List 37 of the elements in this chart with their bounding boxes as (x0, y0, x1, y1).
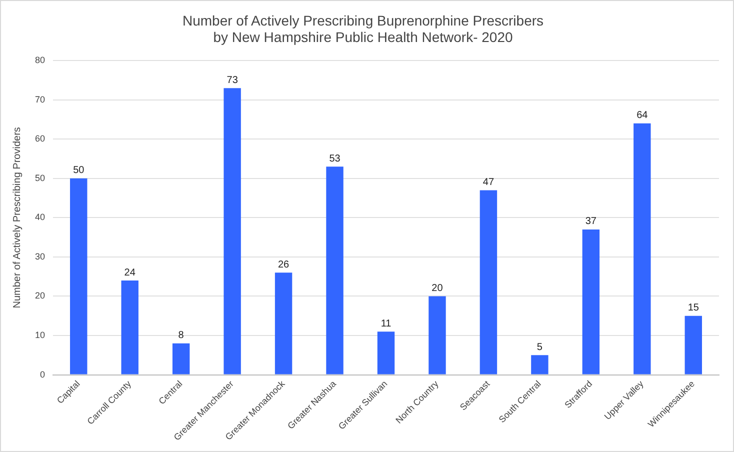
data-label: 47 (482, 176, 494, 188)
bar (70, 178, 88, 374)
chart-title: Number of Actively Prescribing Buprenorphine Prescribers by New Hampshire Public Health Network- 2020 (182, 12, 544, 46)
bar (326, 166, 344, 374)
bar (224, 88, 241, 374)
data-label: 26 (278, 259, 290, 270)
data-label: 73 (226, 74, 238, 86)
data-label: 24 (124, 267, 136, 278)
y-tick-label: 0 (40, 369, 46, 380)
bar (274, 272, 292, 374)
y-tick-label: 40 (34, 212, 46, 222)
y-tick-label: 50 (34, 172, 46, 183)
data-label: 5 (536, 342, 543, 353)
data-label: 15 (688, 302, 700, 314)
bar (582, 229, 600, 374)
bar (684, 316, 702, 374)
bar (531, 355, 548, 374)
bar (121, 280, 138, 374)
bar (480, 190, 498, 374)
data-label: 11 (380, 318, 392, 330)
bar (377, 332, 395, 374)
bar (172, 343, 190, 374)
data-label: 8 (178, 330, 184, 342)
y-tick-label: 80 (34, 55, 46, 66)
y-tick-label: 30 (34, 251, 46, 262)
bar (428, 296, 446, 374)
y-axis-title: Number of Actively Prescribing Providers (12, 127, 23, 308)
data-label: 53 (329, 153, 341, 164)
data-label: 37 (585, 216, 597, 228)
y-tick-label: 10 (34, 330, 46, 340)
y-tick-label: 70 (34, 94, 46, 104)
data-label: 50 (73, 165, 85, 176)
data-label: 20 (432, 282, 444, 294)
data-label: 64 (636, 110, 648, 122)
y-tick-label: 60 (34, 134, 46, 144)
y-tick-label: 20 (34, 290, 46, 301)
bar (634, 123, 651, 374)
